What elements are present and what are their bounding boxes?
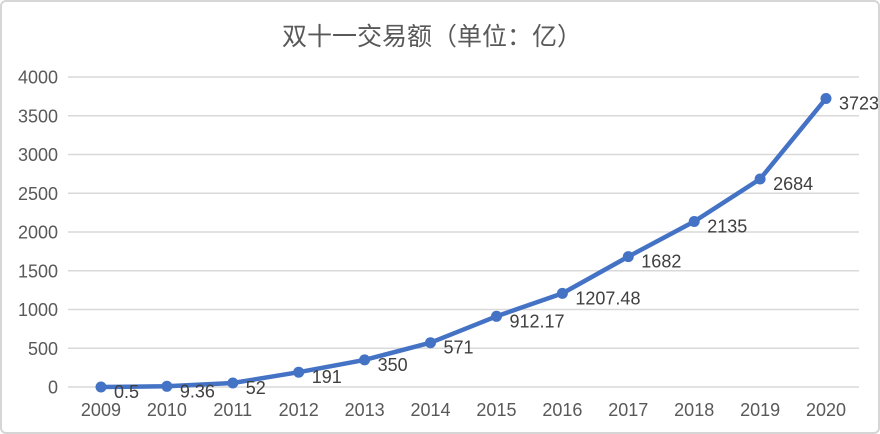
data-point xyxy=(688,216,700,227)
x-tick-label: 2016 xyxy=(542,400,582,420)
x-tick-label: 2014 xyxy=(411,400,451,420)
series-line xyxy=(98,96,829,390)
data-point xyxy=(820,93,832,104)
x-tick-label: 2010 xyxy=(147,400,187,420)
y-tick-label: 500 xyxy=(28,339,58,359)
gridlines xyxy=(68,76,859,388)
data-label: 1682 xyxy=(641,252,681,272)
data-label: 350 xyxy=(378,355,408,375)
data-point xyxy=(754,173,766,185)
data-label: 52 xyxy=(246,378,266,398)
x-tick-label: 2020 xyxy=(806,400,846,420)
x-tick-label: 2017 xyxy=(608,400,648,420)
data-point-markers xyxy=(95,93,832,393)
data-label: 9.36 xyxy=(180,381,215,401)
data-point xyxy=(227,377,239,389)
data-label: 2684 xyxy=(773,174,813,194)
x-tick-label: 2009 xyxy=(81,400,121,420)
y-tick-label: 2500 xyxy=(18,184,58,204)
x-tick-label: 2012 xyxy=(279,400,319,420)
x-tick-label: 2019 xyxy=(740,400,780,420)
data-point xyxy=(622,251,634,263)
data-label: 3723 xyxy=(839,94,879,114)
x-tick-label: 2018 xyxy=(674,400,714,420)
y-axis-tick-labels: 0 500 1000 1500 2000 2500 3000 3500 4000 xyxy=(18,68,58,398)
y-tick-label: 3500 xyxy=(18,106,58,126)
y-tick-label: 0 xyxy=(48,378,58,398)
data-label: 0.5 xyxy=(114,382,139,402)
data-label: 571 xyxy=(444,338,474,358)
data-label: 1207.48 xyxy=(575,288,640,308)
y-tick-label: 1000 xyxy=(18,300,58,320)
data-label: 2135 xyxy=(707,217,747,237)
data-label: 191 xyxy=(312,367,342,387)
data-point xyxy=(95,381,107,393)
data-label: 912.17 xyxy=(510,311,565,331)
y-tick-label: 4000 xyxy=(18,68,58,88)
data-point xyxy=(556,287,568,299)
data-point xyxy=(293,366,305,378)
x-tick-label: 2011 xyxy=(213,400,252,420)
chart-title: 双十一交易额（单位：亿） xyxy=(282,23,582,51)
data-point xyxy=(491,310,502,322)
y-tick-label: 2000 xyxy=(18,223,58,243)
x-tick-label: 2013 xyxy=(345,400,385,420)
y-tick-label: 3000 xyxy=(18,145,58,165)
data-point xyxy=(359,354,371,366)
data-point xyxy=(425,337,436,349)
x-axis-tick-labels: 2009 2010 2011 2012 2013 2014 2015 2016 2017 2018… xyxy=(81,400,846,420)
x-tick-label: 2015 xyxy=(476,400,516,420)
y-tick-label: 1500 xyxy=(18,261,58,281)
data-point xyxy=(161,380,173,392)
